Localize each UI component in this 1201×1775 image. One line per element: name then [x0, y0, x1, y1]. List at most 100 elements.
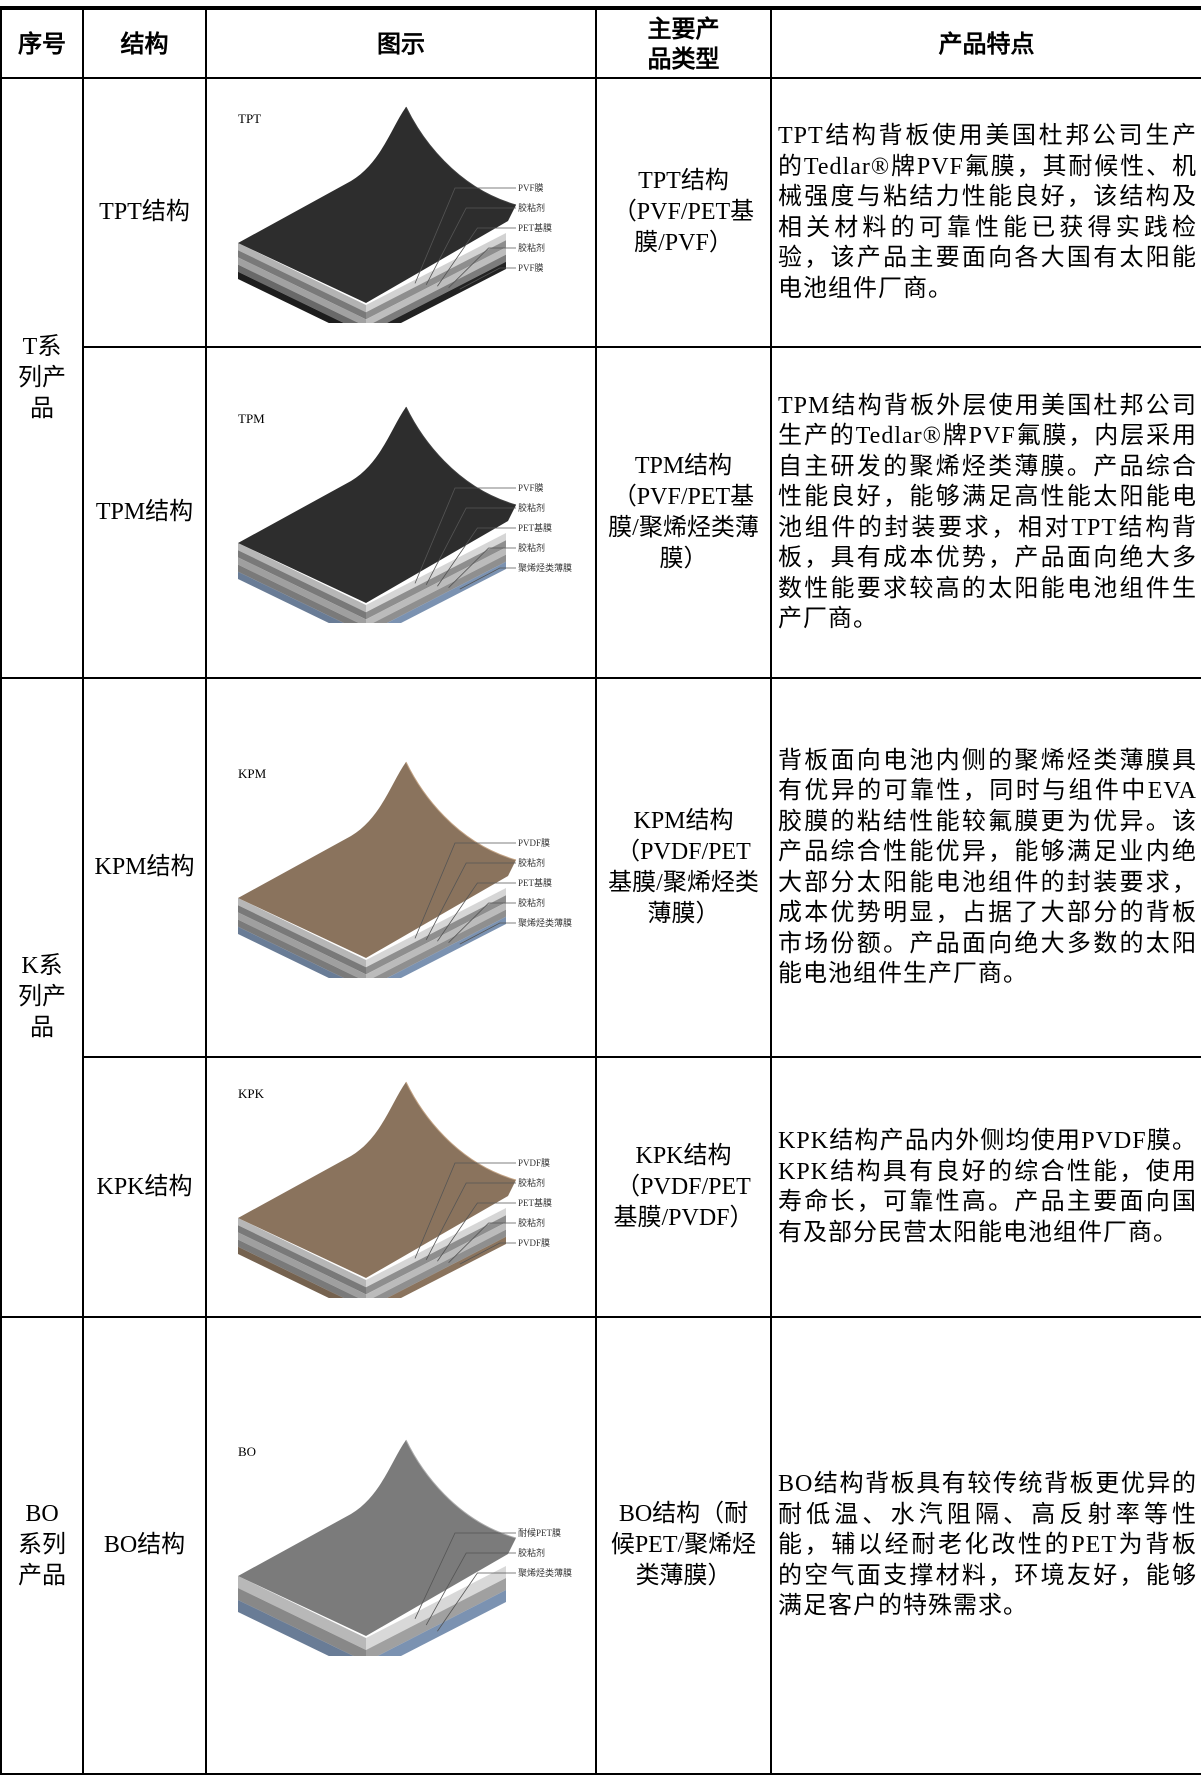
leader-line [448, 547, 516, 589]
layer-label: 胶粘剂 [518, 857, 545, 868]
layer-side [366, 902, 506, 982]
layer-side [366, 1236, 506, 1316]
top-sheet [238, 1440, 516, 1636]
features-cell: TPM结构背板外层使用美国杜邦公司生产的Tedlar®牌PVF氟膜，内层采用自主… [770, 346, 1201, 679]
features-cell: 背板面向电池内侧的聚烯烃类薄膜具有优异的可靠性，同时与组件中EVA胶膜的粘结性能… [770, 677, 1201, 1058]
layer-front [238, 1224, 366, 1294]
leader-line [414, 1532, 516, 1619]
structure-cell: KPK结构 [82, 1056, 207, 1318]
top-sheet [238, 762, 516, 958]
layer-label: 耐候PET膜 [518, 1527, 561, 1538]
layer-side [366, 1578, 506, 1662]
diagram-cell: BO 耐候PET膜 胶粘剂 聚烯烃类薄膜 [205, 1316, 597, 1775]
group-cell: T系列产品 [0, 77, 84, 679]
sheet-edge [405, 1081, 517, 1180]
layer-side [366, 554, 506, 634]
group-cell: BO系列产品 [0, 1316, 84, 1775]
layer-front [238, 905, 366, 975]
diagram-label: TPM [238, 411, 265, 426]
leader-line [459, 922, 516, 945]
layer-label: 聚烯烃类薄膜 [518, 917, 572, 928]
table-row: T系列产品 TPT结构 TPT PVF膜 胶粘剂 PET基膜 胶粘剂 PVF膜 TPT结构（PV… [0, 77, 1201, 679]
layer-front [238, 1576, 366, 1650]
type-cell: TPT结构（PVF/PET基膜/PVF） [595, 77, 772, 348]
structure-cell: TPT结构 [82, 77, 207, 348]
layer-front [238, 1231, 366, 1302]
diagram-cell: TPT PVF膜 胶粘剂 PET基膜 胶粘剂 PVF膜 [205, 77, 597, 348]
layer-side [366, 561, 506, 641]
layer-side [366, 547, 506, 627]
layer-front [238, 912, 366, 982]
layer-label: PVDF膜 [518, 1158, 550, 1168]
table-row: KPK结构 KPK PVDF膜 胶粘剂 PET基膜 胶粘剂 PVDF膜 KPK结构（PVDF/… [1, 1056, 1201, 1318]
header-cell: 结构 [82, 7, 207, 79]
leader-line [425, 207, 516, 286]
layer-front [238, 250, 366, 320]
layer-front [238, 1239, 366, 1309]
leader-line [437, 1202, 516, 1262]
diagram-label: BO [238, 1444, 256, 1459]
layer-front [238, 1588, 366, 1662]
layer-label: PVF膜 [518, 183, 544, 193]
leader-line [437, 882, 516, 942]
layer-side [366, 540, 506, 620]
leader-line [414, 487, 516, 584]
header-cell: 图示 [205, 7, 597, 79]
type-cell: TPM结构（PVF/PET基膜/聚烯烃类薄膜） [595, 346, 772, 679]
layer-side [366, 533, 506, 613]
features-cell: TPT结构背板使用美国杜邦公司生产的Tedlar®牌PVF氟膜，其耐候性、机械强… [770, 77, 1201, 348]
layer-front [238, 557, 366, 627]
structure-cell: BO结构 [82, 1316, 207, 1775]
leader-line [425, 862, 516, 941]
layer-label: 聚烯烃类薄膜 [518, 1567, 572, 1578]
header-cell: 主要产品类型 [595, 7, 772, 79]
leader-line [459, 267, 516, 290]
sheet-edge [405, 1439, 517, 1539]
leader-line [459, 567, 516, 590]
table-body: T系列产品 TPT结构 TPT PVF膜 胶粘剂 PET基膜 胶粘剂 PVF膜 TPT结构（PV… [0, 77, 1201, 1775]
layer-front [238, 1600, 366, 1674]
leader-line [448, 1222, 516, 1263]
type-cell: KPK结构（PVDF/PET基膜/PVDF） [595, 1056, 772, 1318]
layer-side [366, 895, 506, 975]
header-row: 序号 结构 图示 主要产品类型 产品特点 [0, 7, 1201, 79]
leader-line [437, 1572, 516, 1632]
leader-line [437, 527, 516, 587]
layer-label: 胶粘剂 [518, 542, 545, 553]
type-cell: BO结构（耐候PET/聚烯烃类薄膜） [595, 1316, 772, 1775]
layer-label: PET基膜 [518, 1197, 552, 1208]
layer-side [366, 1207, 506, 1287]
structure-cell: TPM结构 [82, 346, 207, 679]
diagram-cell: KPK PVDF膜 胶粘剂 PET基膜 胶粘剂 PVDF膜 [205, 1056, 597, 1318]
diagram-cell: TPM PVF膜 胶粘剂 PET基膜 胶粘剂 聚烯烃类薄膜 [205, 346, 597, 679]
layer-side [366, 254, 506, 334]
layer-label: PET基膜 [518, 222, 552, 233]
diagram-label: KPK [238, 1086, 265, 1101]
layer-front [238, 550, 366, 620]
layer-side [366, 1221, 506, 1302]
table-row: TPM结构 TPM PVF膜 胶粘剂 PET基膜 胶粘剂 聚烯烃类薄膜 TPM结构（PVF/P… [1, 346, 1201, 679]
diagram-label: TPT [238, 111, 261, 126]
layer-front [238, 264, 366, 334]
layer-label: PET基膜 [518, 522, 552, 533]
layer-side [366, 1214, 506, 1294]
leader-line [437, 227, 516, 287]
leader-line [425, 1182, 516, 1260]
top-sheet [238, 1081, 516, 1278]
layer-front [238, 919, 366, 989]
layer-side [366, 261, 506, 341]
sheet-edge [405, 761, 517, 861]
layer-label: 胶粘剂 [518, 202, 545, 213]
features-cell: BO结构背板具有较传统背板更优异的耐低温、水汽阻隔、高反射率等性能，辅以经耐老化… [770, 1316, 1201, 1775]
layer-label: 胶粘剂 [518, 242, 545, 253]
top-sheet [238, 107, 516, 303]
group-cell: K系列产品 [0, 677, 84, 1318]
layer-side [366, 1590, 506, 1674]
layer-label: 胶粘剂 [518, 1177, 545, 1188]
layer-side [366, 247, 506, 327]
leader-line [414, 187, 516, 284]
